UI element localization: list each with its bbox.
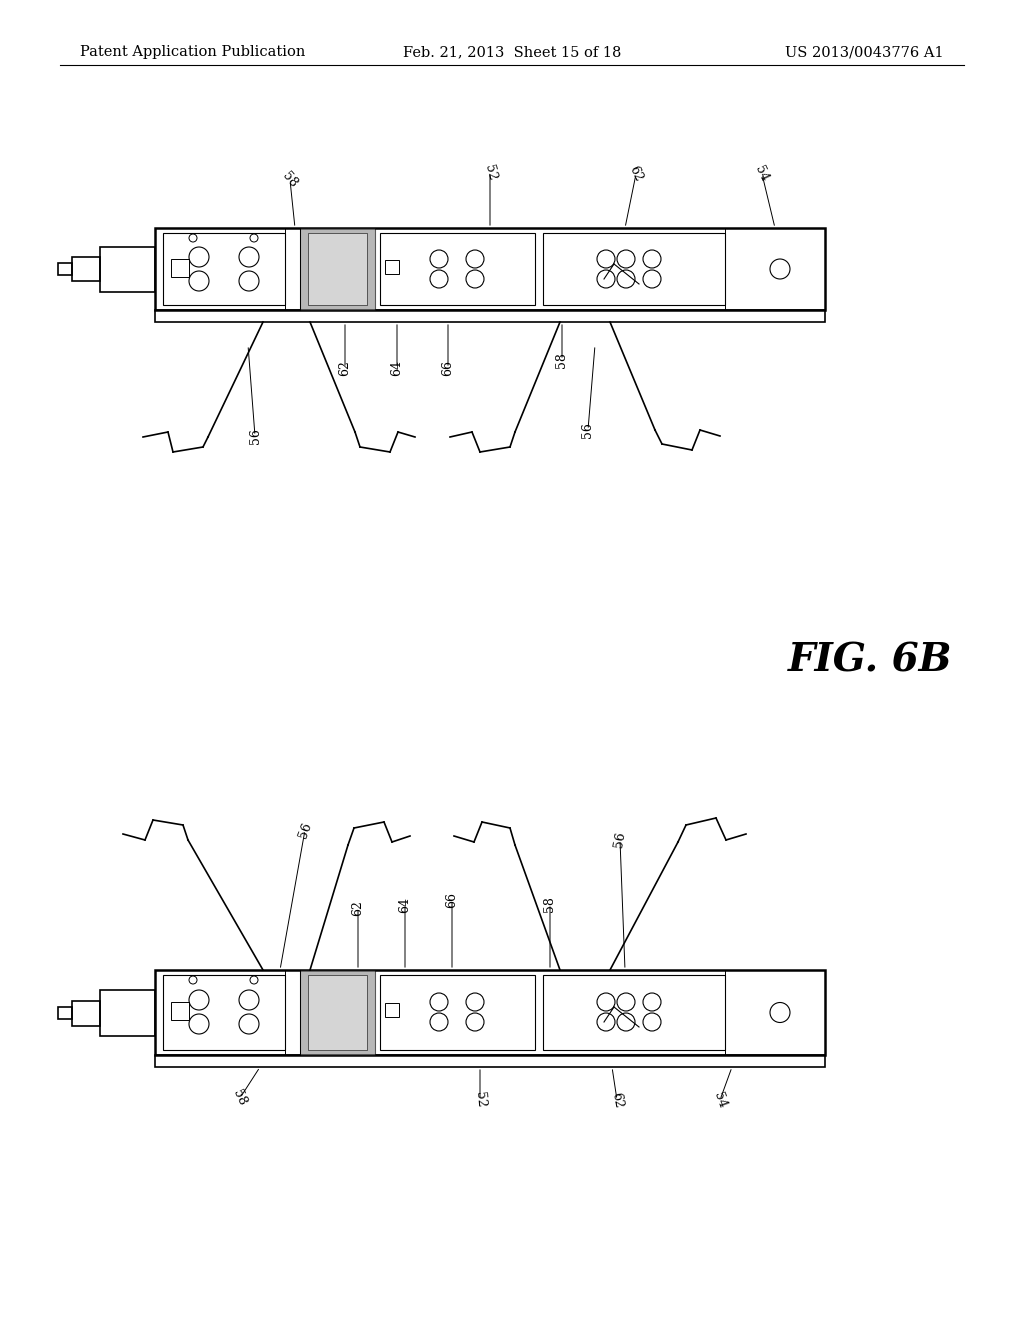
- Bar: [543, 234, 725, 305]
- Bar: [380, 975, 535, 1049]
- Text: 66: 66: [445, 892, 459, 908]
- Text: 52: 52: [473, 1092, 487, 1109]
- Bar: [300, 228, 375, 310]
- Bar: [100, 247, 155, 292]
- Text: Patent Application Publication: Patent Application Publication: [80, 45, 305, 59]
- Text: 64: 64: [398, 898, 412, 913]
- Text: FIG. 6B: FIG. 6B: [787, 642, 952, 678]
- Bar: [171, 259, 189, 277]
- Text: 56: 56: [249, 428, 261, 444]
- Bar: [163, 234, 285, 305]
- Bar: [308, 975, 367, 1049]
- Text: Feb. 21, 2013  Sheet 15 of 18: Feb. 21, 2013 Sheet 15 of 18: [402, 45, 622, 59]
- Bar: [72, 257, 100, 281]
- Text: 62: 62: [609, 1092, 625, 1109]
- Bar: [308, 234, 367, 305]
- Bar: [380, 234, 535, 305]
- Text: 54: 54: [712, 1090, 729, 1110]
- Text: 58: 58: [555, 352, 568, 368]
- Bar: [155, 310, 825, 322]
- Bar: [155, 228, 825, 310]
- Text: 58: 58: [544, 896, 556, 912]
- Bar: [163, 975, 285, 1049]
- Text: 52: 52: [481, 164, 499, 182]
- Bar: [58, 263, 72, 275]
- Bar: [543, 975, 725, 1049]
- Text: 56: 56: [296, 820, 313, 840]
- Text: 66: 66: [441, 360, 455, 376]
- Bar: [155, 1055, 825, 1067]
- Bar: [58, 1006, 72, 1019]
- Text: 62: 62: [351, 900, 365, 916]
- Text: 58: 58: [230, 1088, 249, 1107]
- Text: 56: 56: [612, 832, 628, 849]
- Text: 64: 64: [390, 360, 403, 376]
- Bar: [300, 970, 375, 1055]
- Bar: [72, 1001, 100, 1026]
- Text: 56: 56: [582, 422, 595, 438]
- Bar: [155, 970, 825, 1055]
- Text: 62: 62: [339, 360, 351, 376]
- Text: 62: 62: [627, 164, 645, 183]
- Text: 58: 58: [280, 170, 300, 190]
- Bar: [385, 260, 399, 275]
- Bar: [171, 1002, 189, 1020]
- Bar: [385, 1003, 399, 1016]
- Text: US 2013/0043776 A1: US 2013/0043776 A1: [785, 45, 944, 59]
- Text: 54: 54: [753, 164, 771, 183]
- Bar: [100, 990, 155, 1035]
